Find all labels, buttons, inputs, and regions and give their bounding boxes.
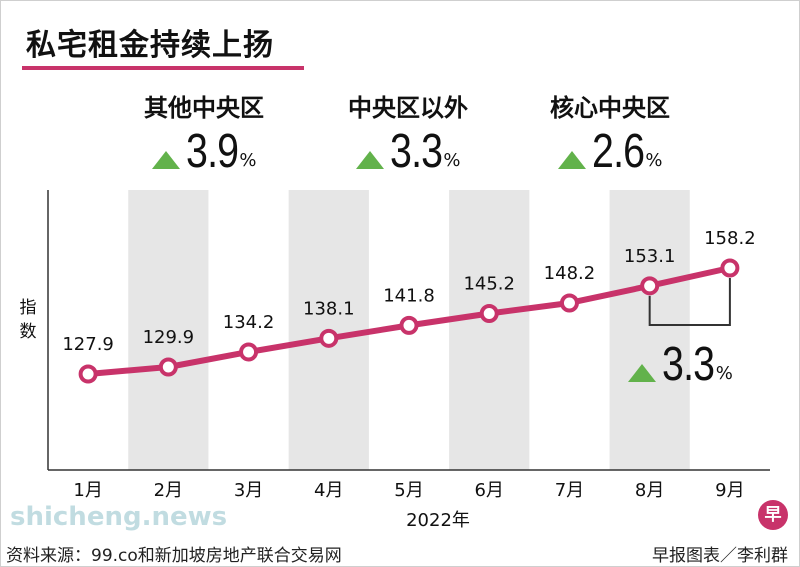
region-outside-central: 中央区以外 3.3 % <box>308 88 508 177</box>
data-label: 138.1 <box>303 298 355 319</box>
data-point <box>239 342 259 362</box>
source-note: 资料来源：99.co和新加坡房地产联合交易网 <box>6 546 342 566</box>
data-label: 127.9 <box>62 334 114 355</box>
region-change: 3.3 % <box>308 127 508 177</box>
data-label: 148.2 <box>544 263 596 284</box>
x-tick-label: 2月 <box>153 480 184 501</box>
zaobao-logo: 早 <box>758 500 788 530</box>
x-tick-label: 1月 <box>73 480 103 501</box>
x-axis-title: 2022年 <box>406 510 470 531</box>
region-change: 3.9 % <box>104 127 304 177</box>
data-point <box>479 303 499 323</box>
x-tick-label: 4月 <box>314 480 344 501</box>
data-point <box>720 258 740 278</box>
region-name: 中央区以外 <box>348 94 468 122</box>
region-name: 核心中央区 <box>550 94 670 122</box>
y-axis-label: 指数 <box>19 298 37 342</box>
data-point <box>640 276 660 296</box>
data-label: 141.8 <box>383 285 435 306</box>
x-tick-label: 8月 <box>634 480 665 501</box>
data-label: 145.2 <box>463 273 515 294</box>
x-tick-label: 7月 <box>554 480 585 501</box>
difference-bracket <box>648 278 731 326</box>
up-arrow-icon <box>557 151 586 169</box>
up-arrow-icon <box>151 151 180 169</box>
percent-sign: % <box>645 150 663 171</box>
region-change: 2.6 % <box>510 127 710 177</box>
data-point <box>78 364 98 384</box>
data-point <box>158 357 178 377</box>
watermark: shicheng.news <box>10 502 228 532</box>
difference-value: 3.3 <box>662 338 715 391</box>
data-label: 134.2 <box>223 312 275 333</box>
region-core-central: 核心中央区 2.6 % <box>510 88 710 177</box>
percent-sign: % <box>443 150 461 171</box>
region-name: 其他中央区 <box>144 94 264 122</box>
data-label: 153.1 <box>624 246 676 267</box>
region-change-value: 2.6 <box>591 125 645 178</box>
x-tick-label: 9月 <box>715 480 745 501</box>
difference-callout: 3.3 % <box>628 340 733 390</box>
background-band <box>449 190 530 470</box>
data-point <box>399 315 419 335</box>
credit-note: 早报图表／李利群 <box>652 546 788 566</box>
background-band <box>128 190 209 470</box>
x-tick-label: 6月 <box>474 480 504 501</box>
background-band <box>609 190 690 470</box>
percent-sign: % <box>715 363 733 384</box>
region-other-central: 其他中央区 3.9 % <box>104 88 304 177</box>
x-tick-label: 5月 <box>394 480 424 501</box>
data-point <box>319 328 339 348</box>
chart-title: 私宅租金持续上扬 <box>26 28 274 63</box>
x-tick-label: 3月 <box>233 480 264 501</box>
up-arrow-icon <box>355 151 384 169</box>
data-label: 129.9 <box>143 327 195 348</box>
title-underline <box>22 66 304 70</box>
region-change-value: 3.9 <box>185 125 239 178</box>
data-label: 158.2 <box>704 228 756 249</box>
region-change-value: 3.3 <box>389 125 443 178</box>
up-arrow-icon <box>628 364 656 382</box>
percent-sign: % <box>239 150 257 171</box>
data-point <box>559 293 579 313</box>
